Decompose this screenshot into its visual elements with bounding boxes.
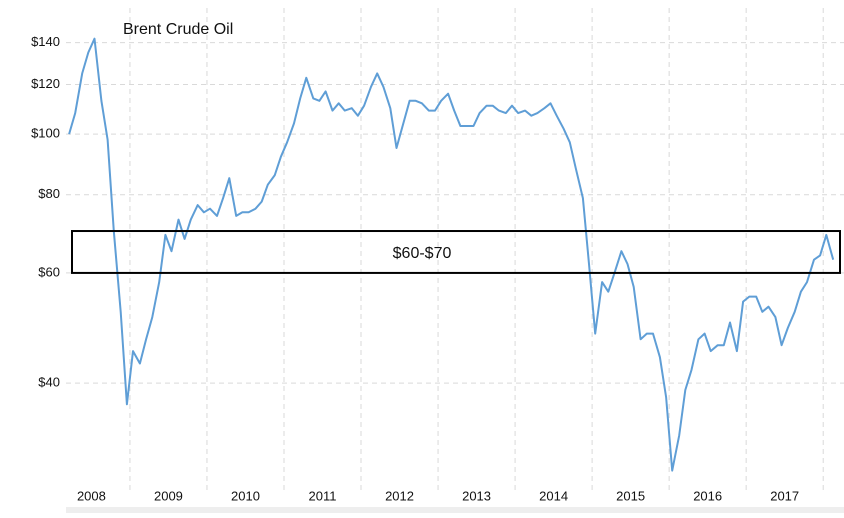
y-tick-label: $60 (38, 264, 60, 279)
x-tick-label: 2017 (770, 488, 799, 503)
x-tick-label: 2014 (539, 488, 568, 503)
scroll-strip (66, 507, 844, 513)
x-tick-label: 2012 (385, 488, 414, 503)
range-label: $60-$70 (393, 245, 452, 262)
x-tick-label: 2016 (693, 488, 722, 503)
x-tick-label: 2009 (154, 488, 183, 503)
range-box (71, 230, 841, 274)
y-tick-label: $80 (38, 186, 60, 201)
x-tick-label: 2015 (616, 488, 645, 503)
x-tick-label: 2011 (309, 488, 337, 503)
x-tick-label: 2008 (77, 488, 106, 503)
x-tick-label: 2010 (231, 488, 260, 503)
y-tick-label: $140 (31, 34, 60, 49)
price-line (68, 37, 835, 472)
x-tick-label: 2013 (462, 488, 491, 503)
y-tick-label: $40 (38, 375, 60, 390)
chart-title: Brent Crude Oil (123, 21, 233, 38)
y-tick-label: $120 (31, 76, 60, 91)
y-tick-label: $100 (31, 126, 60, 141)
